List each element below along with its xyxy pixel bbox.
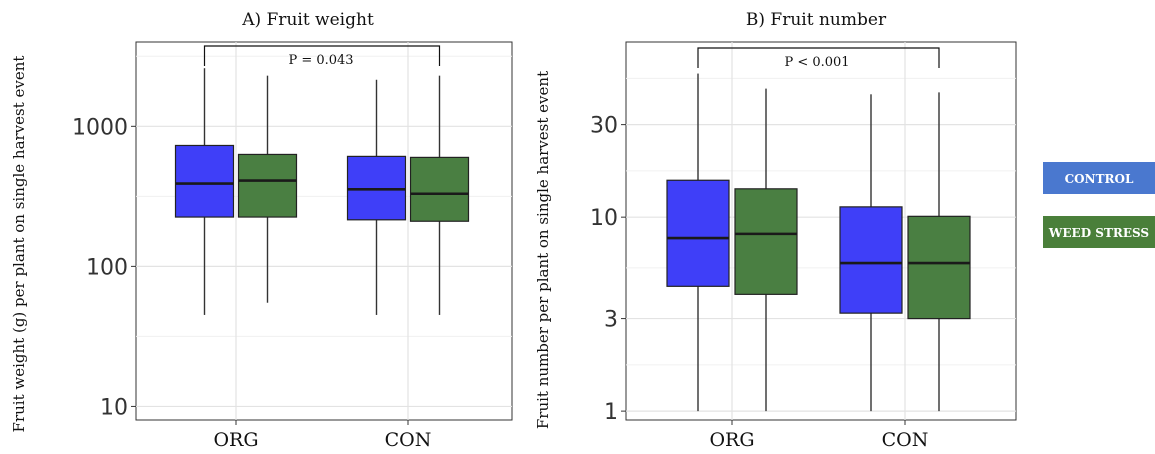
box-control-con	[346, 79, 407, 315]
y-tick-label: 100	[86, 255, 128, 280]
iqr-box	[907, 215, 971, 320]
bracket-line	[203, 45, 441, 66]
panel-b-p-value: P < 0.001	[784, 55, 849, 70]
y-tick-label: 10	[590, 206, 618, 231]
box-weed-stress-con	[907, 92, 971, 412]
iqr-box	[839, 206, 903, 314]
panel-b-title: B) Fruit number	[746, 10, 887, 30]
panel-fruit-number: B) Fruit number Fruit number per plant o…	[534, 10, 1017, 451]
legend-item-weed-stress: WEED STRESS	[1043, 216, 1155, 248]
panel-a-y-axis-label: Fruit weight (g) per plant on single har…	[10, 56, 28, 433]
panel-a-p-value: P = 0.043	[288, 53, 353, 68]
box-control-org	[174, 68, 235, 315]
panel-b-y-ticks: 1 3 10 30	[590, 114, 906, 425]
box-weed-stress-org	[734, 88, 798, 412]
iqr-box	[237, 153, 298, 218]
y-tick-label: 1000	[72, 115, 128, 140]
panel-b-x-tick-con: CON	[882, 429, 929, 451]
panel-a-significance-bracket	[203, 45, 441, 66]
iqr-box	[409, 156, 470, 222]
panel-b-gridlines	[626, 42, 1016, 420]
box-weed-stress-con	[409, 75, 470, 315]
box-control-con	[839, 94, 903, 412]
legend-swatch-control	[1043, 162, 1155, 194]
panel-b-significance-bracket	[697, 47, 940, 68]
panel-b-y-axis-label: Fruit number per plant on single harvest…	[534, 71, 552, 429]
panel-a-x-tick-org: ORG	[213, 429, 258, 451]
y-tick-label: 10	[100, 395, 128, 420]
panel-a-title: A) Fruit weight	[241, 10, 374, 30]
box-weed-stress-org	[237, 75, 298, 303]
legend-label-weed-stress: WEED STRESS	[1048, 226, 1149, 240]
iqr-box	[666, 179, 730, 287]
legend-swatch-weed-stress	[1043, 216, 1155, 248]
legend-item-control: CONTROL	[1043, 162, 1155, 194]
panel-b-boxes	[666, 73, 971, 412]
panel-a-plot-area	[135, 41, 513, 421]
panel-fruit-weight: A) Fruit weight Fruit weight (g) per pla…	[10, 10, 513, 451]
box-control-org	[666, 73, 730, 412]
iqr-box	[734, 188, 798, 295]
panel-a-y-ticks: 10 100 1000	[72, 115, 409, 425]
legend: CONTROL WEED STRESS	[1043, 162, 1155, 248]
panel-a-boxes	[174, 68, 470, 315]
legend-label-control: CONTROL	[1065, 172, 1134, 186]
panel-b-x-tick-org: ORG	[709, 429, 754, 451]
iqr-box	[174, 144, 235, 218]
panel-a-x-tick-con: CON	[385, 429, 432, 451]
y-tick-label: 30	[590, 114, 618, 139]
bracket-line	[697, 47, 940, 68]
y-tick-label: 3	[604, 308, 618, 333]
y-tick-label: 1	[604, 400, 618, 425]
